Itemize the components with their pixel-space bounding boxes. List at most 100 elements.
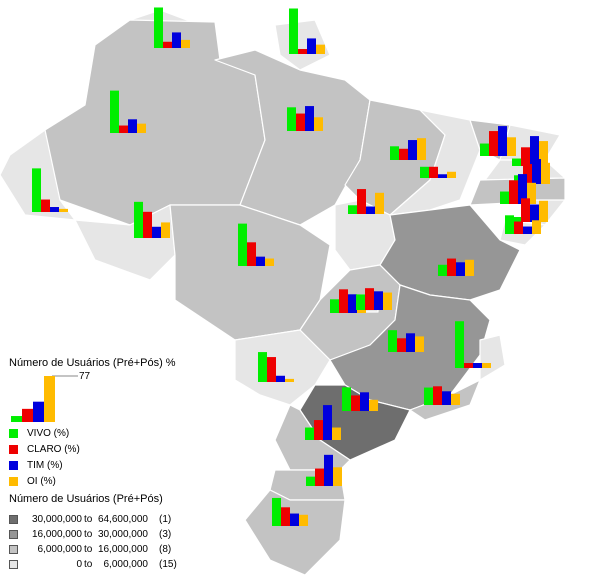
state-chart-rj — [424, 386, 460, 405]
bar-rs-claro — [281, 507, 290, 526]
bar-pr-vivo — [305, 427, 314, 440]
bar-es-claro — [464, 363, 473, 368]
state-chart-se — [505, 215, 541, 234]
class-range-to: 16,000,000 — [97, 544, 148, 555]
bar-sp-vivo — [342, 387, 351, 411]
bar-pa-vivo — [287, 107, 296, 131]
bar-rj-oi — [451, 393, 460, 405]
bar-sc-tim — [324, 454, 333, 486]
bar-ms-oi — [285, 378, 294, 382]
bar-ce-claro — [489, 131, 498, 156]
bar-pr-claro — [314, 420, 323, 440]
bar-df-vivo — [356, 294, 365, 310]
bar-rr-oi — [181, 39, 190, 48]
bar-ma-oi — [417, 138, 426, 160]
bar-rj-tim — [442, 391, 451, 405]
bar-ro-tim — [152, 226, 161, 238]
class-range-from: 6,000,000 — [37, 544, 83, 555]
bar-rn-oi — [539, 141, 548, 166]
state-chart-ac — [32, 168, 68, 212]
bar-to-vivo — [348, 205, 357, 214]
bar-se-vivo — [505, 215, 514, 234]
bar-to-oi — [375, 192, 384, 214]
bar-to-claro — [357, 189, 366, 214]
bar-es-oi — [482, 363, 491, 368]
bar-ac-oi — [59, 208, 68, 212]
bar-to-tim — [366, 206, 375, 214]
bar-mt-claro — [247, 242, 256, 266]
state-chart-ba — [438, 258, 474, 276]
state-chart-ce — [480, 126, 516, 156]
state-chart-rr — [154, 7, 190, 49]
class-swatch — [9, 515, 18, 524]
state-region-mt — [169, 204, 331, 341]
bar-pa-oi — [314, 117, 323, 131]
series-swatch — [9, 477, 18, 486]
class-swatch — [9, 545, 18, 554]
state-region-ms — [234, 329, 331, 406]
class-range-to: 64,600,000 — [97, 514, 148, 525]
bar-mg-tim — [406, 333, 415, 352]
bar-es-vivo — [455, 321, 464, 368]
series-swatch — [9, 445, 18, 454]
bar-pa-claro — [296, 113, 305, 131]
bar-pr-oi — [332, 427, 341, 440]
bar-go-claro — [339, 289, 348, 313]
bar-es-tim — [473, 363, 482, 368]
bar-sc-oi — [333, 467, 342, 486]
state-chart-df — [356, 288, 392, 310]
class-range-to-word: to — [84, 529, 93, 540]
bar-sc-claro — [315, 468, 324, 486]
bar-pe-oi — [527, 182, 536, 204]
legend-sample-bar — [44, 376, 55, 422]
bar-ms-claro — [267, 357, 276, 382]
bar-ce-tim — [498, 126, 507, 156]
bar-rs-tim — [290, 513, 299, 526]
series-label: OI (%) — [27, 476, 56, 487]
series-swatch — [9, 429, 18, 438]
bar-ap-vivo — [289, 8, 298, 54]
class-range-to-word: to — [84, 514, 93, 525]
state-chart-rn — [512, 136, 548, 166]
class-range-to: 6,000,000 — [103, 559, 149, 570]
bar-ro-vivo — [134, 201, 143, 238]
bar-se-oi — [532, 220, 541, 234]
bar-rr-tim — [172, 32, 181, 48]
state-chart-sc — [306, 454, 342, 486]
bar-al-tim — [530, 204, 539, 222]
state-region-ap — [274, 19, 331, 71]
legend-sample-bar — [22, 408, 33, 422]
bar-rj-claro — [433, 386, 442, 405]
state-chart-pr — [305, 405, 341, 440]
class-swatch — [9, 530, 18, 539]
bar-ce-oi — [507, 137, 516, 156]
state-region-rs — [244, 489, 346, 576]
series-legend-title: Número de Usuários (Pré+Pós) % — [9, 357, 176, 369]
state-chart-ms — [258, 352, 294, 382]
bar-pb-tim — [532, 159, 541, 184]
state-chart-to — [348, 189, 384, 214]
state-chart-mg — [388, 330, 424, 352]
bar-pe-tim — [518, 174, 527, 204]
bar-pe-claro — [509, 180, 518, 204]
series-label: TIM (%) — [27, 460, 63, 471]
bar-rr-claro — [163, 41, 172, 48]
legend-sample-bar — [33, 401, 44, 422]
bar-pr-tim — [323, 405, 332, 440]
bar-mt-oi — [265, 258, 274, 266]
bar-mg-claro — [397, 338, 406, 352]
class-swatch — [9, 560, 18, 569]
state-region-es — [479, 334, 506, 381]
bar-al-claro — [521, 198, 530, 222]
bar-pb-claro — [523, 164, 532, 184]
class-count: (15) — [159, 559, 177, 570]
class-range-to-word: to — [84, 559, 93, 570]
bar-al-oi — [539, 200, 548, 222]
bar-rs-vivo — [272, 497, 281, 526]
bar-al-vivo — [512, 217, 521, 222]
bar-rn-vivo — [512, 158, 521, 166]
state-chart-am — [110, 90, 146, 133]
class-range-from: 30,000,000 — [31, 514, 82, 525]
series-label: VIVO (%) — [27, 428, 70, 439]
bar-sc-vivo — [306, 476, 315, 486]
